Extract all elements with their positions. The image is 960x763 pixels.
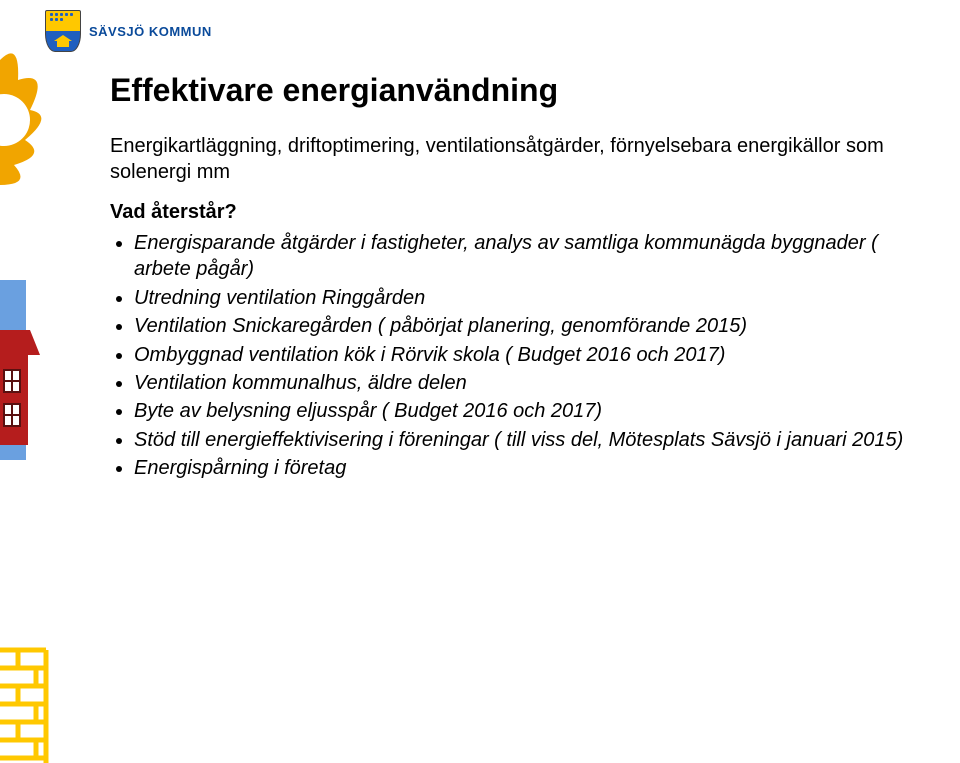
list-item: Ventilation kommunalhus, äldre delen: [134, 370, 940, 396]
list-item: Ombyggnad ventilation kök i Rörvik skola…: [134, 342, 940, 368]
logo-text: SÄVSJÖ KOMMUN: [89, 24, 212, 39]
list-item: Energisparande åtgärder i fastigheter, a…: [134, 230, 940, 283]
logo: SÄVSJÖ KOMMUN: [45, 10, 212, 52]
logo-shield-icon: [45, 10, 81, 52]
list-item: Energispårning i företag: [134, 455, 940, 481]
slide-title: Effektivare energianvändning: [110, 72, 940, 109]
list-item: Ventilation Snickaregården ( påbörjat pl…: [134, 313, 940, 339]
bullet-list: Energisparande åtgärder i fastigheter, a…: [110, 230, 940, 482]
list-item: Byte av belysning eljusspår ( Budget 201…: [134, 398, 940, 424]
slide-content: Effektivare energianvändning Energikartl…: [110, 72, 940, 484]
slide-question: Vad återstår?: [110, 201, 940, 224]
slide-subtitle: Energikartläggning, driftoptimering, ven…: [110, 133, 940, 185]
list-item: Stöd till energieffektivisering i föreni…: [134, 427, 940, 453]
list-item: Utredning ventilation Ringgården: [134, 285, 940, 311]
left-border-decor: [0, 0, 60, 763]
